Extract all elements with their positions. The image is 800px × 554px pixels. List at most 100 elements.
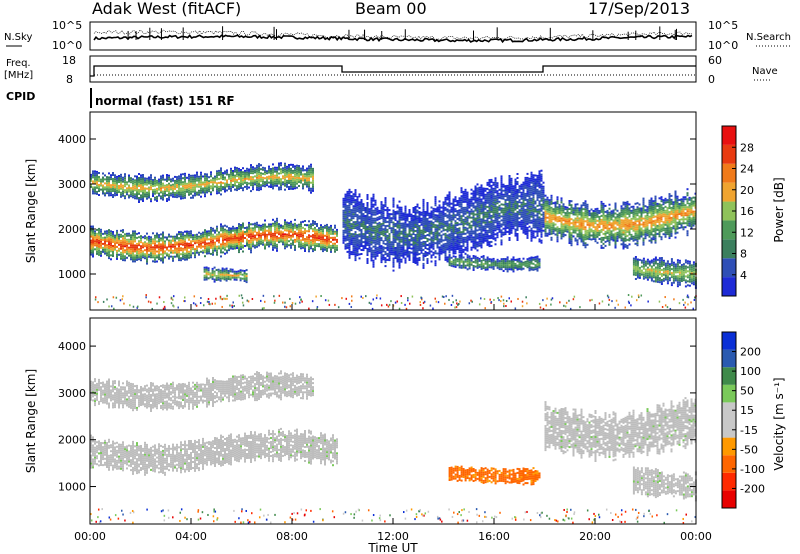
echo-cell [176, 176, 178, 179]
echo-cell [268, 243, 270, 246]
echo-cell [298, 223, 300, 226]
echo-cell [520, 205, 523, 208]
echo-cell [216, 184, 218, 187]
echo-cell [312, 173, 314, 176]
echo-cell [358, 193, 361, 196]
echo-cell [358, 253, 361, 256]
echo-cell [152, 240, 154, 243]
echo-cell [134, 260, 136, 263]
echo-cell [426, 234, 429, 236]
echo-cell [496, 206, 499, 209]
echo-cell [256, 164, 258, 167]
echo-cell [92, 188, 94, 191]
echo-cell [378, 225, 381, 228]
echo-cell [346, 232, 349, 235]
echo-cell [332, 238, 334, 241]
echo-cell [224, 252, 226, 255]
echo-cell [116, 181, 118, 184]
echo-cell [256, 243, 258, 246]
echo-cell [464, 210, 467, 213]
echo-cell [178, 177, 180, 180]
echo-cell [186, 184, 188, 187]
echo-cell [252, 227, 254, 230]
echo-cell [292, 239, 294, 242]
echo-cell [90, 251, 92, 254]
echo-cell [160, 257, 162, 260]
echo-cell [442, 201, 445, 204]
echo-cell [308, 246, 310, 249]
echo-cell [250, 180, 252, 183]
echo-cell [384, 233, 387, 236]
echo-cell [430, 214, 433, 217]
echo-cell [510, 219, 513, 222]
echo-cell [374, 213, 377, 216]
echo-cell [464, 252, 467, 255]
echo-cell [172, 243, 174, 246]
echo-cell [288, 232, 290, 235]
echo-cell [476, 203, 479, 206]
echo-cell [530, 181, 533, 184]
echo-cell [298, 235, 300, 238]
echo-cell [354, 233, 357, 236]
echo-cell [306, 181, 308, 184]
echo-cell [494, 217, 497, 220]
echo-cell [392, 199, 395, 202]
echo-cell [190, 184, 192, 187]
echo-cell [96, 250, 98, 253]
echo-cell [476, 235, 479, 238]
echo-cell [182, 181, 184, 184]
echo-cell [432, 207, 435, 210]
echo-cell [532, 222, 535, 225]
echo-cell [202, 241, 204, 244]
echo-cell [530, 199, 533, 202]
echo-cell [146, 252, 148, 255]
echo-cell [454, 214, 457, 217]
echo-cell [312, 189, 314, 192]
echo-cell [306, 169, 308, 172]
echo-cell [108, 241, 110, 244]
echo-cell [312, 250, 314, 253]
echo-cell [506, 222, 509, 225]
echo-cell [520, 221, 523, 224]
echo-cell [138, 240, 140, 243]
echo-cell [220, 243, 222, 246]
echo-cell [288, 236, 290, 239]
echo-cell [158, 250, 160, 253]
echo-cell [276, 176, 278, 179]
echo-cell [464, 192, 467, 195]
echo-cell [464, 248, 467, 251]
echo-cell [188, 181, 190, 184]
echo-cell [532, 178, 535, 181]
echo-cell [412, 237, 415, 239]
echo-cell [446, 246, 449, 249]
echo-cell [464, 188, 467, 191]
echo-cell [226, 233, 228, 236]
echo-cell [222, 233, 224, 236]
echo-cell [172, 257, 174, 260]
echo-cell [530, 233, 533, 236]
echo-cell [120, 233, 122, 236]
echo-cell [182, 193, 184, 196]
echo-cell [292, 235, 294, 238]
echo-cell [414, 238, 417, 240]
echo-cell [346, 204, 349, 207]
echo-cell [518, 189, 521, 192]
echo-cell [460, 195, 463, 198]
echo-cell [402, 218, 405, 221]
echo-cell [448, 237, 451, 240]
echo-cell [356, 240, 359, 243]
echo-cell [514, 194, 517, 197]
echo-cell [242, 246, 244, 249]
echo-cell [258, 232, 260, 235]
echo-cell [168, 255, 170, 258]
echo-cell [126, 234, 128, 237]
echo-cell [90, 253, 92, 256]
echo-cell [248, 243, 250, 246]
echo-cell [360, 239, 363, 241]
echo-cell [416, 249, 419, 252]
echo-cell [266, 229, 268, 232]
echo-cell [432, 221, 435, 224]
echo-cell [168, 174, 170, 177]
echo-cell [392, 241, 395, 244]
echo-cell [352, 253, 355, 256]
